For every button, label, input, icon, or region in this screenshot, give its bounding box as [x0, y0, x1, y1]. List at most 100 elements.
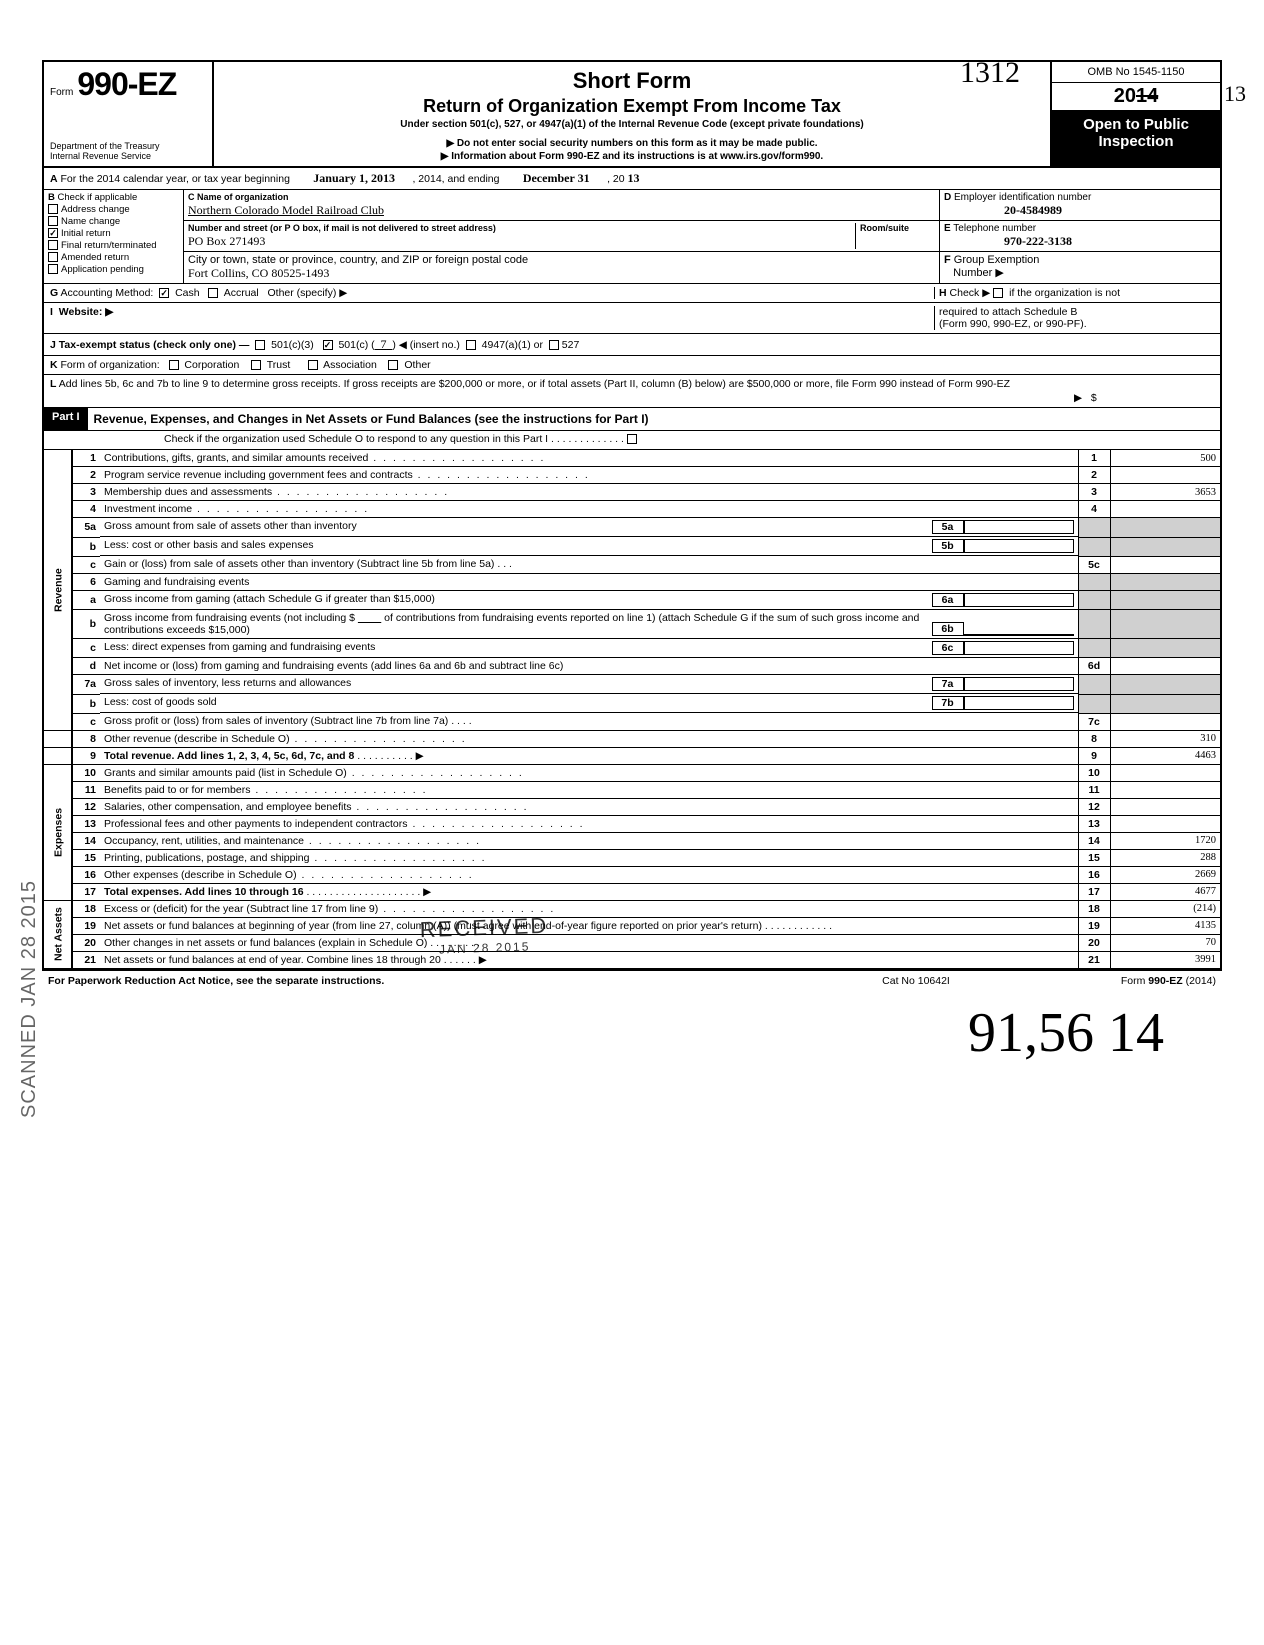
dept-irs: Internal Revenue Service	[50, 152, 206, 162]
line-14: 14 Occupancy, rent, utilities, and maint…	[44, 832, 1220, 849]
year-val: 13	[628, 171, 640, 185]
checkbox-address[interactable]	[48, 204, 58, 214]
sub-ssn: ▶ Do not enter social security numbers o…	[224, 138, 1040, 149]
line-7c: c Gross profit or (loss) from sales of i…	[44, 713, 1220, 730]
ein: 20-4584989	[944, 203, 1062, 217]
amt-3: 3653	[1110, 484, 1220, 501]
lines-table: Revenue 1 Contributions, gifts, grants, …	[44, 450, 1220, 969]
line-2: 2 Program service revenue including gove…	[44, 467, 1220, 484]
checkbox-trust[interactable]	[251, 360, 261, 370]
checkbox-amended[interactable]	[48, 252, 58, 262]
year-begin: January 1, 2013	[313, 171, 395, 185]
checkbox-corp[interactable]	[169, 360, 179, 370]
sub-info: ▶ Information about Form 990-EZ and its …	[224, 151, 1040, 162]
tax-year: 2014 13	[1052, 83, 1220, 111]
line-5b: b Less: cost or other basis and sales ex…	[44, 537, 1220, 556]
amt-20: 70	[1110, 934, 1220, 951]
col-b: B Check if applicable Address change Nam…	[44, 190, 184, 283]
checkbox-501c3[interactable]	[255, 340, 265, 350]
checkbox-assoc[interactable]	[308, 360, 318, 370]
line-4: 4 Investment income 4	[44, 501, 1220, 518]
part1-title: Revenue, Expenses, and Changes in Net As…	[88, 408, 1220, 430]
received-stamp: RECEIVED JAN 28 2015	[419, 913, 549, 957]
row-a: A For the 2014 calendar year, or tax yea…	[44, 168, 1220, 190]
checkbox-h[interactable]	[993, 288, 1003, 298]
part1-sub: Check if the organization used Schedule …	[44, 431, 1220, 450]
amt-18: (214)	[1110, 900, 1220, 917]
hand-1312: 1312	[960, 56, 1020, 90]
part1-header: Part I Revenue, Expenses, and Changes in…	[44, 408, 1220, 431]
expenses-label: Expenses	[44, 764, 72, 900]
col-de: D Employer identification number 20-4584…	[940, 190, 1220, 283]
amt-21: 3991	[1110, 951, 1220, 968]
revenue-label: Revenue	[44, 450, 72, 730]
header-left: Form 990-EZ Department of the Treasury I…	[44, 62, 214, 166]
line-20: 20 Other changes in net assets or fund b…	[44, 934, 1220, 951]
scanned-stamp: SCANNED JAN 28 2015	[18, 880, 41, 1118]
checkbox-name[interactable]	[48, 216, 58, 226]
checkbox-accrual[interactable]	[208, 288, 218, 298]
amt-17: 4677	[1110, 883, 1220, 900]
hand-year-13: 13	[1224, 81, 1246, 107]
org-address: PO Box 271493	[188, 234, 265, 248]
line-18: Net Assets 18 Excess or (deficit) for th…	[44, 900, 1220, 917]
line-19: 19 Net assets or fund balances at beginn…	[44, 917, 1220, 934]
form-990ez: 1312 Form 990-EZ Department of the Treas…	[42, 60, 1222, 971]
title-short-form: Short Form	[224, 68, 1040, 94]
line-3: 3 Membership dues and assessments 3 3653	[44, 484, 1220, 501]
line-21: 21 Net assets or fund balances at end of…	[44, 951, 1220, 968]
header-right: OMB No 1545-1150 2014 13 Open to Public …	[1050, 62, 1220, 166]
org-city: Fort Collins, CO 80525-1493	[188, 266, 329, 280]
org-name: Northern Colorado Model Railroad Club	[188, 203, 384, 217]
line-10: Expenses 10 Grants and similar amounts p…	[44, 764, 1220, 781]
bcde-block: B Check if applicable Address change Nam…	[44, 190, 1220, 284]
line-9: 9 Total revenue. Add lines 1, 2, 3, 4, 5…	[44, 747, 1220, 764]
amt-14: 1720	[1110, 832, 1220, 849]
row-l: L Add lines 5b, 6c and 7b to line 9 to d…	[44, 375, 1220, 408]
year-end: December 31	[523, 171, 590, 185]
row-i: I Website: ▶ required to attach Schedule…	[44, 303, 1220, 334]
netassets-label: Net Assets	[44, 900, 72, 968]
form-number: 990-EZ	[77, 66, 176, 103]
line-17: 17 Total expenses. Add lines 10 through …	[44, 883, 1220, 900]
amt-8: 310	[1110, 730, 1220, 747]
line-6: 6 Gaming and fundraising events	[44, 573, 1220, 590]
line-6d: d Net income or (loss) from gaming and f…	[44, 658, 1220, 675]
line-5c: c Gain or (loss) from sale of assets oth…	[44, 556, 1220, 573]
form-header: Form 990-EZ Department of the Treasury I…	[44, 62, 1220, 168]
row-k: K Form of organization: Corporation Trus…	[44, 356, 1220, 375]
footer-paperwork: For Paperwork Reduction Act Notice, see …	[48, 975, 816, 987]
row-j: J Tax-exempt status (check only one) — 5…	[44, 334, 1220, 356]
checkbox-other[interactable]	[388, 360, 398, 370]
amt-15: 288	[1110, 849, 1220, 866]
line-6c: c Less: direct expenses from gaming and …	[44, 639, 1220, 658]
line-7a: 7a Gross sales of inventory, less return…	[44, 675, 1220, 695]
title-return: Return of Organization Exempt From Incom…	[224, 96, 1040, 117]
line-6b: b Gross income from fundraising events (…	[44, 610, 1220, 639]
footer-form: Form 990-EZ (2014)	[1016, 975, 1216, 987]
amt-1: 500	[1110, 450, 1220, 467]
checkbox-527[interactable]	[549, 340, 559, 350]
line-7b: b Less: cost of goods sold7b	[44, 694, 1220, 713]
checkbox-initial[interactable]: ✓	[48, 228, 58, 238]
checkbox-pending[interactable]	[48, 264, 58, 274]
part1-label: Part I	[44, 408, 88, 430]
open-to-public: Open to Public Inspection	[1052, 111, 1220, 166]
header-center: Short Form Return of Organization Exempt…	[214, 62, 1050, 166]
line-13: 13 Professional fees and other payments …	[44, 815, 1220, 832]
footer: For Paperwork Reduction Act Notice, see …	[42, 971, 1222, 991]
checkbox-cash[interactable]: ✓	[159, 288, 169, 298]
line-5a: 5a Gross amount from sale of assets othe…	[44, 518, 1220, 538]
checkbox-501c[interactable]: ✓	[323, 340, 333, 350]
footer-catno: Cat No 10642I	[816, 975, 1016, 987]
line-8: 8 Other revenue (describe in Schedule O)…	[44, 730, 1220, 747]
checkbox-schedo[interactable]	[627, 434, 637, 444]
line-15: 15 Printing, publications, postage, and …	[44, 849, 1220, 866]
line-11: 11 Benefits paid to or for members 11	[44, 781, 1220, 798]
checkbox-4947[interactable]	[466, 340, 476, 350]
line-6a: a Gross income from gaming (attach Sched…	[44, 590, 1220, 610]
checkbox-final[interactable]	[48, 240, 58, 250]
line-1: Revenue 1 Contributions, gifts, grants, …	[44, 450, 1220, 467]
signature: 91,56 14	[20, 1001, 1244, 1065]
col-c: C Name of organization Northern Colorado…	[184, 190, 940, 283]
